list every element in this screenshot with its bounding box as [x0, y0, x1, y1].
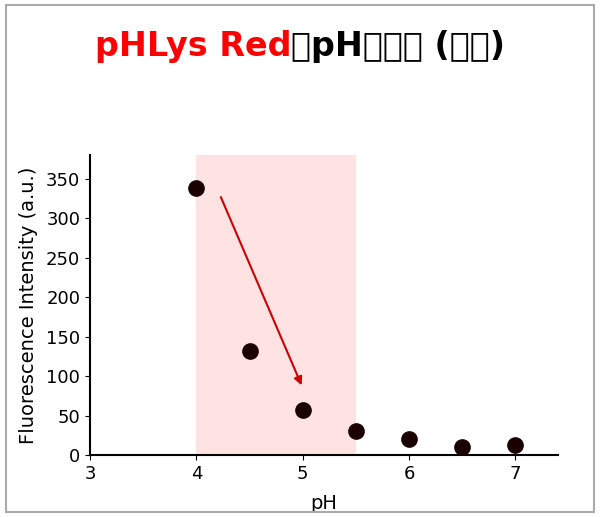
Point — [404, 435, 414, 443]
X-axis label: pH: pH — [311, 494, 337, 513]
Point — [191, 184, 201, 192]
Text: pHLys Red: pHLys Red — [95, 30, 291, 63]
Point — [298, 406, 308, 414]
Text: のpH依存性 (蠶光): のpH依存性 (蠶光) — [291, 30, 505, 63]
Point — [457, 443, 467, 451]
Point — [245, 347, 254, 355]
Point — [351, 427, 361, 435]
Point — [511, 442, 520, 450]
Y-axis label: Fluorescence Intensity (a.u.): Fluorescence Intensity (a.u.) — [19, 166, 38, 444]
Bar — [196, 155, 356, 455]
